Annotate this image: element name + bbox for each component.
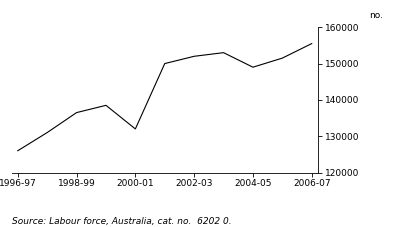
Text: Source: Labour force, Australia, cat. no.  6202 0.: Source: Labour force, Australia, cat. no…: [12, 217, 231, 226]
Text: no.: no.: [369, 11, 383, 20]
